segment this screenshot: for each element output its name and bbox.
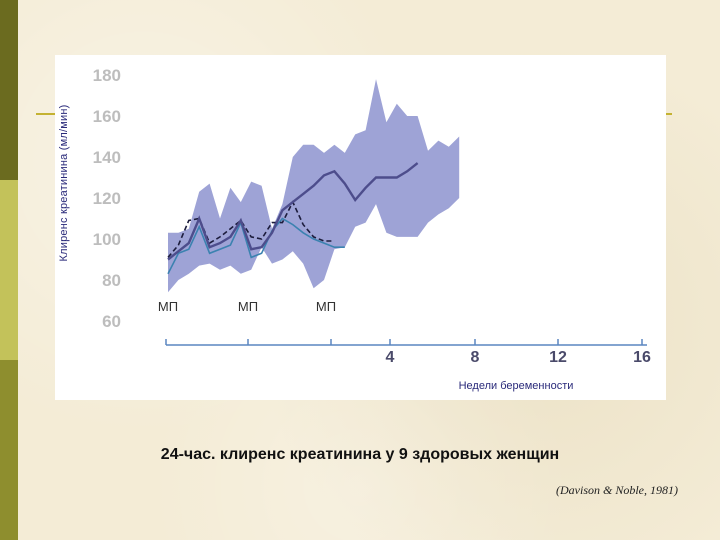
y-tick-label: 80 bbox=[102, 271, 121, 290]
menstrual-period-label: МП bbox=[316, 299, 336, 314]
y-tick-label: 100 bbox=[93, 230, 121, 249]
x-tick-label: 4 bbox=[386, 349, 395, 366]
decorative-line-left bbox=[36, 113, 56, 115]
x-axis-label: Недели беременности bbox=[459, 380, 574, 392]
x-tick-label: 16 bbox=[633, 349, 651, 366]
citation: (Davison & Noble, 1981) bbox=[556, 483, 678, 497]
side-bar-middle bbox=[0, 180, 18, 360]
x-tick-label: 8 bbox=[471, 349, 480, 366]
chart-panel: 60 80 100 120 140 160 180 МП МП МП 4 8 12 16 Недели бе… bbox=[55, 55, 666, 400]
creatinine-clearance-chart: 60 80 100 120 140 160 180 МП МП МП 4 8 12 16 Недели бе… bbox=[93, 66, 651, 392]
y-tick-label: 180 bbox=[93, 66, 121, 85]
y-tick-label: 60 bbox=[102, 312, 121, 331]
mean-line bbox=[167, 162, 419, 261]
x-tick-label: 12 bbox=[549, 349, 567, 366]
decorative-line-right bbox=[666, 113, 672, 115]
slide-caption: 24-час. клиренс креатинина у 9 здоровых … bbox=[160, 446, 560, 463]
side-bar-top bbox=[0, 0, 18, 180]
menstrual-period-label: МП bbox=[158, 299, 178, 314]
side-bar-bottom bbox=[0, 360, 18, 540]
menstrual-period-label: МП bbox=[238, 299, 258, 314]
cycle-line bbox=[167, 217, 345, 275]
dashed-line bbox=[167, 200, 335, 258]
y-axis-label: Клиренс креатинина (мл/мин) bbox=[58, 104, 70, 262]
y-tick-label: 140 bbox=[93, 148, 121, 167]
y-tick-label: 120 bbox=[93, 189, 121, 208]
y-tick-label: 160 bbox=[93, 107, 121, 126]
